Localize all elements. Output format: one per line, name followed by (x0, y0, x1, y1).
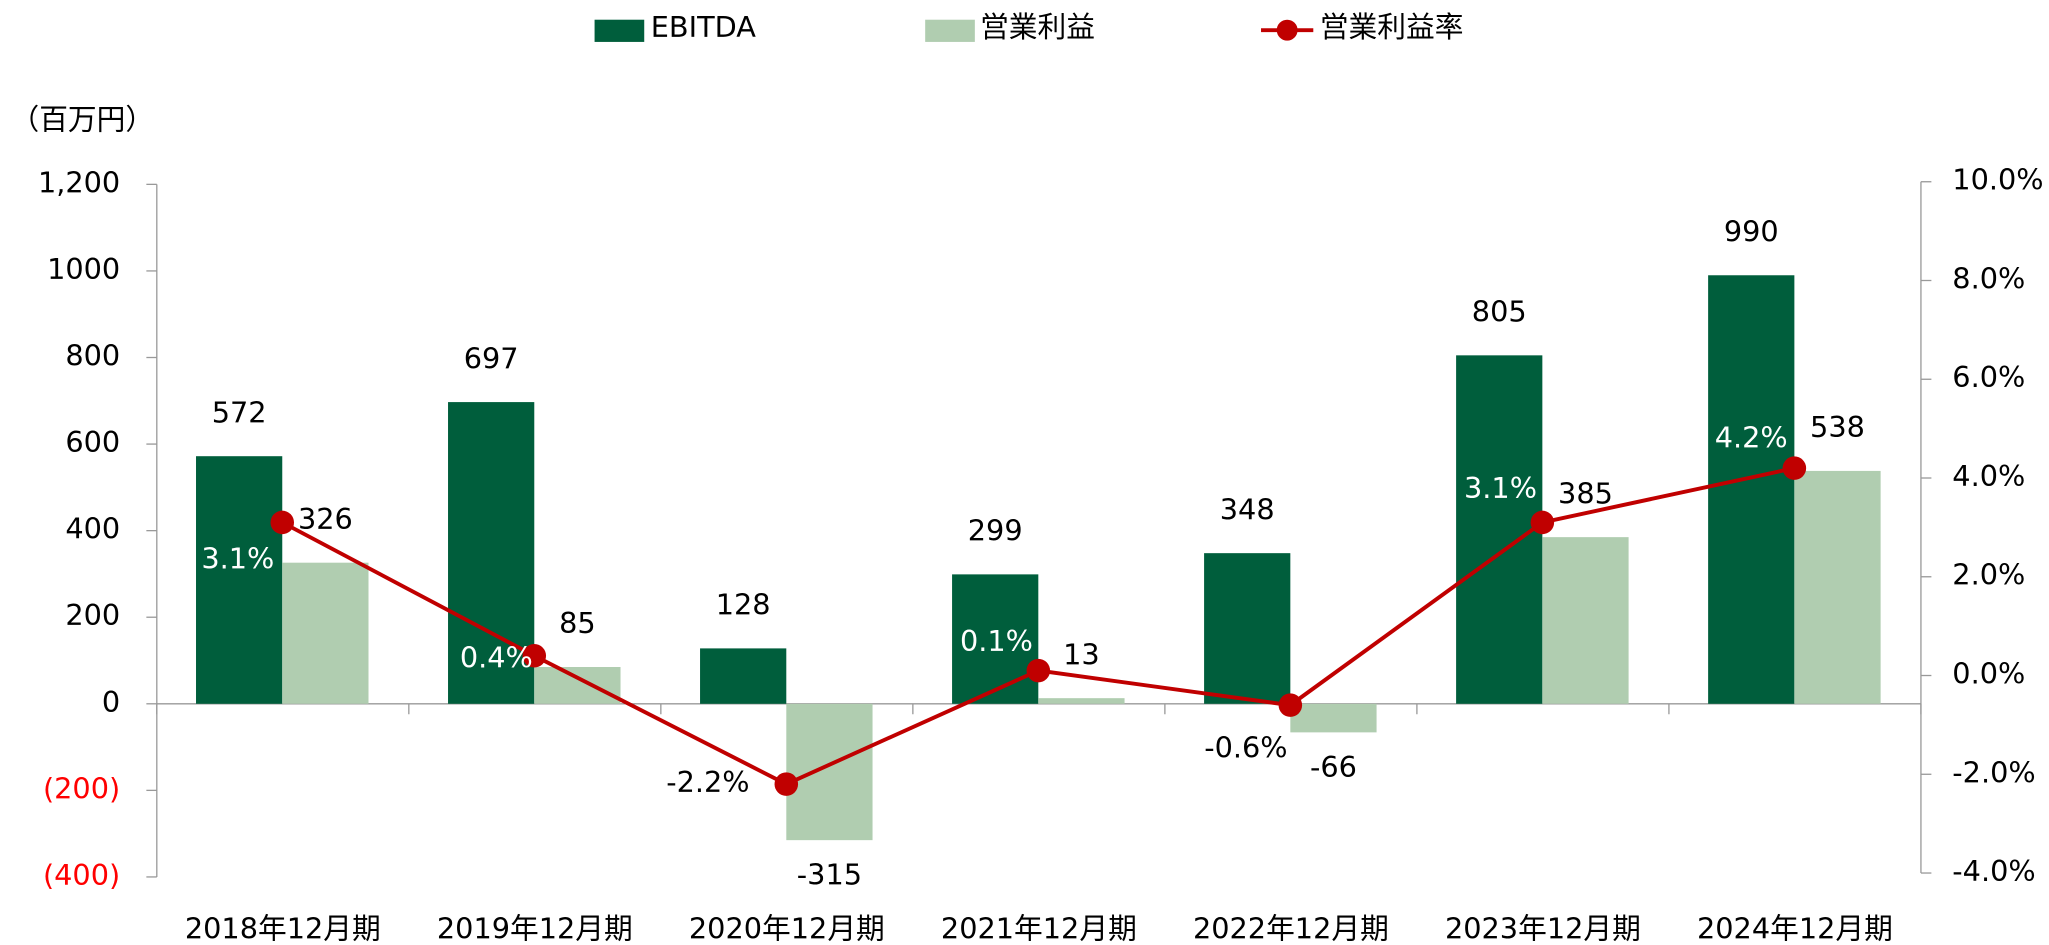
bar (1794, 470, 1881, 704)
data-label: 805 (1472, 295, 1527, 329)
y2-tick-label: 2.0% (1952, 558, 2025, 592)
bar (1290, 703, 1377, 733)
y-tick-label: 200 (65, 598, 120, 632)
y-tick-label: 1000 (47, 252, 120, 286)
x-tick-label: 2019年12月期 (437, 912, 633, 945)
x-tick-label: 2018年12月期 (185, 912, 381, 945)
bar (1708, 275, 1795, 704)
y-axis-label: （百万円） (10, 103, 154, 137)
data-label: 128 (716, 588, 771, 622)
bar (952, 574, 1039, 704)
line-label: 0.1% (960, 624, 1033, 658)
legend-swatch (594, 19, 645, 42)
y2-tick-label: 8.0% (1952, 261, 2025, 295)
bar (282, 562, 369, 704)
line-label: 0.4% (460, 641, 533, 675)
line-point (270, 510, 295, 535)
data-label: 990 (1724, 214, 1779, 248)
data-label: 326 (298, 502, 353, 536)
bar (1204, 553, 1291, 704)
x-tick-label: 2022年12月期 (1193, 912, 1389, 945)
y-tick-label: 1,200 (38, 165, 120, 199)
line-point (522, 644, 547, 668)
y-tick-label: 400 (65, 512, 120, 546)
bar (1038, 698, 1125, 704)
y2-tick-label: 6.0% (1952, 360, 2025, 394)
line-point (774, 772, 799, 796)
legend-swatch (1276, 19, 1298, 41)
line-point (1782, 456, 1807, 480)
y2-tick-label: -2.0% (1952, 755, 2035, 789)
line-point (1530, 510, 1555, 535)
line-point (1278, 693, 1303, 717)
legend-label: 営業利益 (980, 10, 1095, 44)
x-tick-label: 2021年12月期 (941, 912, 1137, 945)
y2-tick-label: 0.0% (1952, 657, 2025, 691)
line-label: 3.1% (1464, 471, 1537, 505)
y-tick-label: 600 (65, 425, 120, 459)
bar (1456, 355, 1543, 704)
data-label: 85 (559, 606, 596, 640)
y-tick-label: (200) (43, 771, 120, 805)
bar (448, 402, 535, 704)
y2-tick-label: 4.0% (1952, 459, 2025, 493)
line-point (1026, 658, 1051, 683)
line-label: -2.2% (666, 765, 749, 799)
line-label: 3.1% (201, 541, 274, 575)
bar (700, 648, 787, 704)
line-label: 4.2% (1715, 420, 1788, 454)
bar (196, 456, 283, 704)
data-label: 385 (1558, 476, 1613, 510)
bar (1542, 537, 1629, 704)
y2-tick-label: 10.0% (1952, 163, 2043, 197)
bar (786, 703, 873, 841)
y-tick-label: 800 (65, 339, 120, 373)
y2-tick-label: -4.0% (1952, 854, 2035, 888)
data-label: 697 (464, 341, 519, 375)
data-label: 299 (968, 514, 1023, 548)
data-label: 572 (212, 395, 267, 429)
data-label: 348 (1220, 492, 1275, 526)
data-label: -66 (1310, 750, 1357, 784)
data-label: 13 (1063, 637, 1100, 671)
line-label: -0.6% (1204, 731, 1287, 765)
x-tick-label: 2020年12月期 (689, 912, 885, 945)
legend-label: EBITDA (651, 10, 757, 44)
data-label: -315 (797, 858, 862, 892)
y-tick-label: (400) (43, 858, 120, 892)
y-tick-label: 0 (102, 685, 120, 719)
legend-swatch (925, 19, 975, 42)
legend-label: 営業利益率 (1320, 10, 1464, 44)
x-tick-label: 2023年12月期 (1445, 912, 1641, 945)
data-label: 538 (1810, 410, 1865, 444)
x-tick-label: 2024年12月期 (1697, 912, 1893, 945)
bar (534, 667, 621, 704)
